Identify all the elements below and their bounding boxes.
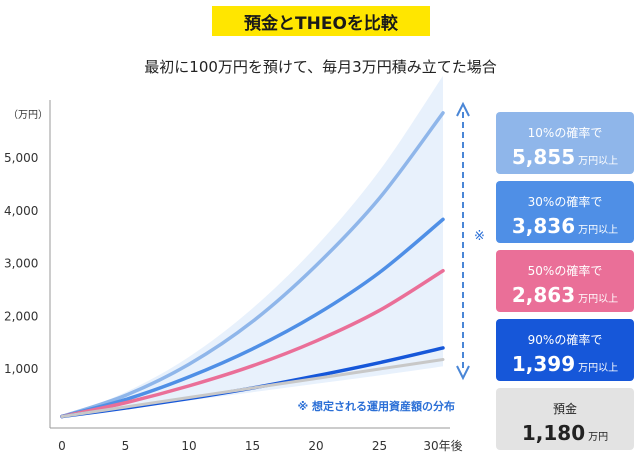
x-tick-label: 15 — [245, 439, 260, 453]
card-value: 2,863 — [511, 283, 576, 307]
card-value: 5,855 — [511, 145, 576, 169]
card-unit: 万円以上 — [578, 156, 619, 167]
card-unit: 万円以上 — [578, 363, 619, 374]
card-p30: 30%の確率で 3,836 万円以上 — [496, 181, 634, 243]
card-p90: 90%の確率で 1,399 万円以上 — [496, 319, 634, 381]
x-tick-label: 30年後 — [423, 439, 462, 453]
range-arrow-mark: ※ — [474, 229, 485, 244]
distribution-band — [62, 75, 443, 417]
y-tick-label: 1,000 — [4, 362, 38, 376]
card-savings: 預金 1,180 万円 — [496, 388, 634, 450]
card-label: 90%の確率で — [527, 333, 603, 347]
series-line-p30 — [60, 217, 445, 419]
card-unit: 万円以上 — [578, 294, 619, 305]
y-tick-label: 3,000 — [4, 257, 38, 271]
x-tick-label: 5 — [122, 439, 130, 453]
y-tick-label: 4,000 — [4, 204, 38, 218]
card-value: 3,836 — [511, 214, 576, 238]
card-p10: 10%の確率で 5,855 万円以上 — [496, 112, 634, 174]
page-title: 預金とTHEOを比較 — [212, 6, 430, 36]
card-label: 30%の確率で — [527, 195, 603, 209]
card-value: 1,180 — [521, 421, 586, 445]
card-label: 預金 — [552, 402, 577, 416]
card-unit: 万円 — [588, 432, 609, 443]
card-p50: 50%の確率で 2,863 万円以上 — [496, 250, 634, 312]
chart-subtitle: 最初に100万円を預けて、毎月3万円積み立てた場合 — [144, 58, 497, 76]
series-line-p10 — [60, 111, 445, 419]
series-line-savings — [60, 358, 445, 418]
range-arrow-head-top — [456, 101, 470, 117]
card-label: 50%の確率で — [527, 264, 603, 278]
card-value: 1,399 — [511, 352, 576, 376]
y-tick-label: 5,000 — [4, 151, 38, 165]
x-tick-label: 10 — [181, 439, 196, 453]
x-tick-label: 25 — [372, 439, 387, 453]
card-unit: 万円以上 — [578, 225, 619, 236]
band-note: ※ 想定される運用資産額の分布 — [297, 399, 455, 413]
range-arrow-head-bottom — [456, 365, 470, 381]
card-label: 10%の確率で — [527, 126, 603, 140]
y-axis-label: （万円） — [8, 109, 48, 121]
x-tick-label: 0 — [58, 439, 66, 453]
y-tick-label: 2,000 — [4, 309, 38, 323]
series-line-p50 — [60, 268, 445, 419]
x-tick-label: 20 — [308, 439, 323, 453]
